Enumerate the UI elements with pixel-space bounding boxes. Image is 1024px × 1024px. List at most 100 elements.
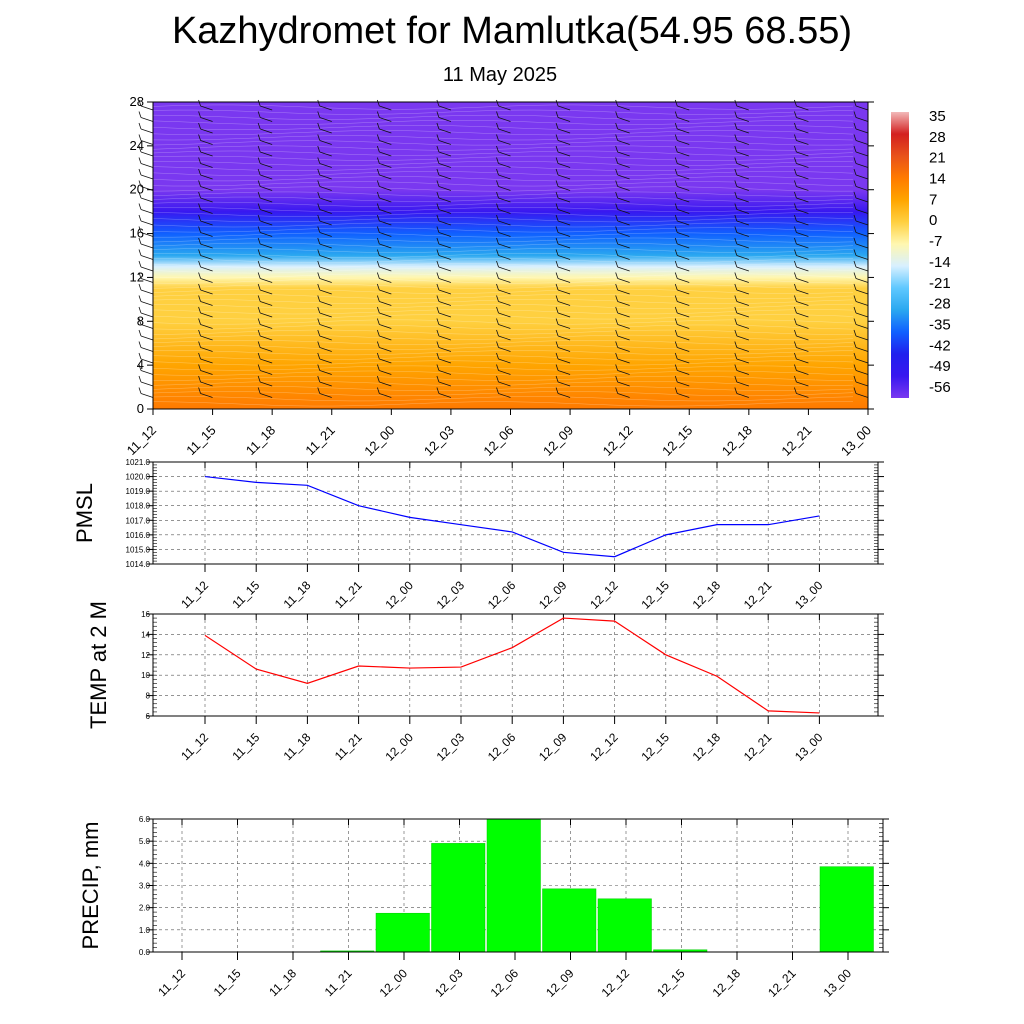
wind-barb-feather — [138, 318, 142, 325]
wind-barb — [200, 140, 213, 145]
x-tick-label: 12_12 — [587, 730, 621, 764]
x-tick-label: 12_18 — [710, 966, 744, 1000]
wind-barb-feather — [317, 99, 321, 107]
y-tick-label: 1019.0 — [126, 487, 151, 496]
wind-barb-feather — [615, 168, 619, 176]
contour-line — [152, 217, 854, 223]
wind-barb — [260, 255, 273, 260]
wind-barb-feather — [138, 134, 142, 141]
wind-barb — [379, 312, 392, 318]
wind-barb-feather — [317, 180, 321, 187]
wind-barb — [677, 289, 690, 295]
plot-background — [153, 614, 878, 716]
wind-barb — [855, 255, 869, 260]
x-tick-label: 11_12 — [178, 578, 211, 611]
wind-barb-feather — [674, 226, 678, 233]
wind-barb — [260, 335, 273, 341]
wind-barb-feather — [794, 249, 797, 256]
wind-barb — [617, 197, 630, 203]
wind-barb-feather — [615, 122, 619, 130]
wind-barb-feather — [555, 191, 559, 199]
wind-barb-feather — [198, 352, 201, 360]
wind-barb — [260, 220, 273, 226]
wind-barb-feather — [198, 134, 201, 141]
x-tick-label: 12_03 — [421, 423, 457, 459]
colorbar-label: -28 — [929, 296, 951, 313]
wind-barb-feather — [794, 295, 797, 302]
wind-barb — [379, 381, 392, 387]
wind-barb-feather — [734, 306, 738, 314]
temp-chart: 6 8 10 12 14 16 11_12 11_15 11_18 11_21 12_00 12_03… — [86, 601, 884, 764]
y-axis-label: TEMP at 2 M — [86, 601, 111, 729]
colorbar-label: 7 — [929, 191, 937, 208]
wind-barb-feather — [674, 134, 678, 141]
wind-barb — [438, 220, 452, 226]
wind-barb-feather — [257, 260, 261, 268]
page-subtitle: 11 May 2025 — [442, 64, 558, 86]
wind-barb — [498, 255, 511, 260]
wind-barb — [498, 232, 511, 237]
wind-barb — [319, 174, 332, 180]
y-tick-label: 3.0 — [139, 882, 151, 891]
wind-barb-feather — [257, 352, 261, 360]
wind-barb — [200, 117, 213, 122]
wind-barb-feather — [376, 145, 380, 153]
wind-barb — [677, 220, 690, 226]
wind-barb-feather — [138, 145, 142, 153]
wind-barb — [379, 128, 392, 134]
wind-barb — [855, 324, 869, 329]
wind-barb — [200, 186, 213, 191]
x-tick-label: 11_12 — [178, 730, 211, 763]
wind-barb-feather — [496, 180, 499, 187]
wind-barb-feather — [734, 237, 738, 245]
x-tick-label: 11_15 — [229, 578, 262, 611]
wind-barb — [677, 278, 690, 283]
wind-barb-feather — [734, 364, 738, 371]
wind-barb — [319, 381, 332, 387]
wind-barb — [200, 209, 213, 214]
wind-barb — [617, 289, 630, 295]
wind-barb — [200, 105, 213, 111]
wind-barb-feather — [734, 249, 738, 256]
wind-barb-feather — [615, 387, 619, 394]
wind-barb — [319, 370, 332, 375]
wind-barb-feather — [794, 364, 797, 371]
wind-barb — [557, 186, 571, 191]
wind-barb-feather — [138, 260, 142, 268]
wind-barb-feather — [853, 214, 857, 222]
wind-barb-feather — [317, 387, 321, 394]
y-tick-label: 1016.0 — [126, 531, 151, 540]
wind-barb-feather — [317, 145, 321, 153]
wind-barb-feather — [436, 341, 440, 348]
wind-barb — [498, 186, 511, 191]
wind-barb — [617, 393, 630, 398]
wind-barb — [677, 232, 690, 237]
contour-line — [152, 299, 854, 304]
contour-line — [152, 396, 854, 402]
wind-barb — [498, 312, 511, 318]
contour-line — [152, 253, 854, 258]
wind-barb-feather — [198, 260, 201, 268]
y-tick-label: 1020.0 — [126, 473, 151, 482]
wind-barb — [498, 151, 511, 157]
wind-barb-feather — [496, 134, 499, 141]
x-tick-label: 11_18 — [266, 966, 299, 999]
wind-barb — [438, 128, 452, 134]
wind-barb — [796, 243, 809, 249]
wind-barb-feather — [734, 157, 738, 164]
wind-barb-feather — [555, 157, 559, 164]
x-tick-label: 12_21 — [778, 423, 814, 459]
wind-barb-feather — [436, 168, 440, 176]
colorbar-label: 21 — [929, 150, 946, 167]
wind-barb-feather — [496, 249, 499, 256]
wind-barb — [498, 243, 511, 249]
wind-barb — [796, 117, 809, 122]
wind-barb-feather — [317, 260, 321, 268]
wind-barb — [498, 347, 511, 352]
wind-barb-feather — [138, 283, 142, 291]
x-tick-label: 12_06 — [485, 730, 519, 764]
wind-barb-feather — [436, 214, 440, 222]
x-tick-label: 12_12 — [600, 423, 636, 459]
wind-barb — [557, 197, 571, 203]
wind-barb — [796, 174, 809, 180]
